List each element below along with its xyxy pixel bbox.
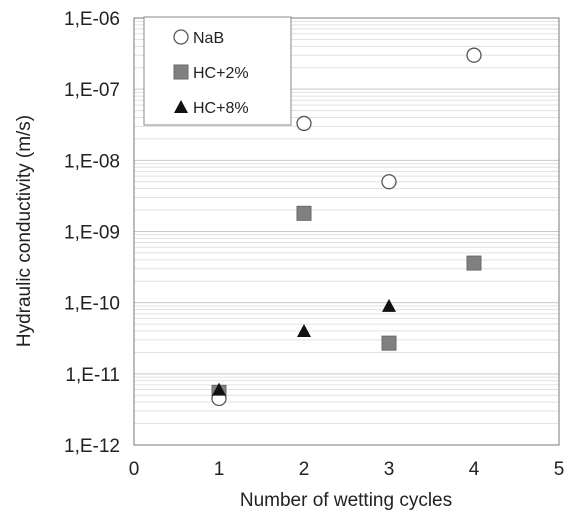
y-tick-label: 1,E-07 [64, 80, 120, 101]
legend-marker-hc-8 [174, 100, 188, 113]
data-point-hc-2 [381, 335, 397, 351]
data-point-hc-2 [296, 205, 312, 221]
data-points [211, 47, 482, 407]
data-point-nab [466, 47, 482, 63]
grid-lines [134, 17, 559, 446]
x-tick-labels: 0 1 2 3 4 5 [129, 459, 565, 480]
y-tick-label: 1,E-09 [64, 223, 120, 244]
y-tick-label: 1,E-06 [64, 9, 120, 30]
data-point-nab [296, 115, 312, 132]
data-point-hc-8 [382, 298, 396, 312]
data-point-nab [381, 174, 397, 190]
legend-marker-nab [173, 29, 189, 45]
data-point-hc-8 [297, 323, 311, 337]
x-axis-title: Number of wetting cycles [240, 490, 452, 511]
y-axis-title: Hydraulic conductivity (m/s) [14, 115, 35, 347]
x-tick-label: 2 [299, 459, 310, 480]
y-tick-labels: 1,E-12 1,E-11 1,E-10 1,E-09 1,E-08 1,E-07 1,E-… [64, 9, 120, 457]
data-point-hc-8 [212, 382, 226, 396]
legend-label-hc-2: HC+2% [193, 65, 249, 82]
x-tick-label: 0 [129, 459, 140, 480]
legend-marker-hc-2 [173, 64, 189, 80]
legend-box [143, 16, 292, 126]
y-tick-label: 1,E-11 [65, 365, 120, 386]
legend-label-nab: NaB [193, 30, 224, 47]
legend: NaB HC+2% HC+8% [143, 16, 292, 126]
y-tick-label: 1,E-08 [64, 151, 120, 172]
x-tick-label: 4 [469, 459, 480, 480]
data-point-hc-2 [466, 255, 482, 271]
legend-label-hc-8: HC+8% [193, 100, 249, 117]
plot-area-border [133, 17, 560, 446]
x-tick-label: 1 [214, 459, 225, 480]
y-tick-label: 1,E-10 [64, 294, 120, 315]
x-tick-label: 3 [384, 459, 395, 480]
x-tick-label: 5 [554, 459, 565, 480]
y-tick-label: 1,E-12 [64, 436, 120, 457]
